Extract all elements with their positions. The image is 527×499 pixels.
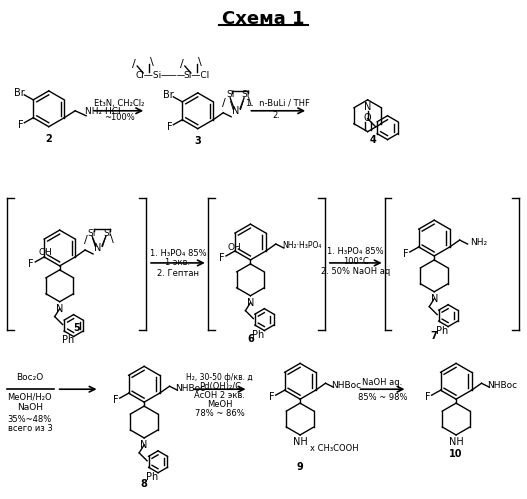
Text: Br: Br xyxy=(163,90,174,100)
Text: 9: 9 xyxy=(297,462,304,472)
Text: NH: NH xyxy=(448,437,463,447)
Text: Ph: Ph xyxy=(146,472,158,482)
Text: NHBoc: NHBoc xyxy=(331,381,362,390)
Text: всего из 3: всего из 3 xyxy=(7,425,52,434)
Text: \: \ xyxy=(230,101,234,111)
Text: Cl—Si: Cl—Si xyxy=(136,71,162,80)
Text: AcOH 2 экв.: AcOH 2 экв. xyxy=(194,391,245,400)
Text: 3: 3 xyxy=(194,136,201,146)
Text: N: N xyxy=(364,102,372,112)
Text: /: / xyxy=(102,238,106,248)
Text: NH₂ HCl: NH₂ HCl xyxy=(85,107,121,116)
Text: N: N xyxy=(431,294,438,304)
Text: MeOH: MeOH xyxy=(207,400,232,409)
Text: Ph: Ph xyxy=(436,325,448,335)
Text: 2. Гептан: 2. Гептан xyxy=(157,269,199,278)
Text: NHBoc: NHBoc xyxy=(175,384,206,393)
Text: Si: Si xyxy=(104,229,112,238)
Text: 100°C: 100°C xyxy=(343,257,368,266)
Text: /: / xyxy=(222,98,226,108)
Text: \: \ xyxy=(150,57,154,67)
Text: /: / xyxy=(84,235,88,245)
Text: 10: 10 xyxy=(450,449,463,459)
Text: Pd(OH)₂/C: Pd(OH)₂/C xyxy=(199,382,241,391)
Text: F: F xyxy=(219,253,225,263)
Text: NaOH aq.: NaOH aq. xyxy=(363,378,403,387)
Text: 2. 50% NaOH aq: 2. 50% NaOH aq xyxy=(321,267,391,276)
Text: Et₃N, CH₂Cl₂: Et₃N, CH₂Cl₂ xyxy=(94,99,144,108)
Text: Si: Si xyxy=(88,229,96,238)
Text: F: F xyxy=(425,392,431,402)
Text: NH₂·H₃PO₄: NH₂·H₃PO₄ xyxy=(282,241,321,250)
Text: 4: 4 xyxy=(369,135,376,145)
Text: 2: 2 xyxy=(45,134,52,144)
Text: Схема 1: Схема 1 xyxy=(222,10,305,28)
Text: 85% ~ 98%: 85% ~ 98% xyxy=(358,393,407,402)
Text: N: N xyxy=(232,106,240,116)
Text: Boc₂O: Boc₂O xyxy=(16,373,44,382)
Text: NH: NH xyxy=(292,437,307,447)
Text: Si: Si xyxy=(226,90,235,99)
Text: 1. H₃PO₄ 85%: 1. H₃PO₄ 85% xyxy=(327,248,384,256)
Text: N: N xyxy=(140,440,148,450)
Text: F: F xyxy=(403,249,408,259)
Text: 5: 5 xyxy=(73,322,80,332)
Text: N: N xyxy=(56,304,63,314)
Text: F: F xyxy=(17,120,23,130)
Text: 35%~48%: 35%~48% xyxy=(8,415,52,424)
Text: ———: ——— xyxy=(160,71,186,80)
Text: \: \ xyxy=(92,238,96,248)
Text: MeOH/H₂O: MeOH/H₂O xyxy=(7,393,52,402)
Text: NHBoc: NHBoc xyxy=(487,381,518,390)
Text: ~100%: ~100% xyxy=(104,113,135,122)
Text: x CH₃COOH: x CH₃COOH xyxy=(310,445,359,454)
Text: 78% ~ 86%: 78% ~ 86% xyxy=(195,409,245,418)
Text: F: F xyxy=(113,395,119,405)
Text: F: F xyxy=(28,259,34,269)
Text: N: N xyxy=(94,243,102,253)
Text: Si—Cl: Si—Cl xyxy=(183,71,210,80)
Text: 7: 7 xyxy=(431,330,437,340)
Text: \: \ xyxy=(248,97,252,107)
Text: H₂, 30-50 ф/кв. д: H₂, 30-50 ф/кв. д xyxy=(187,373,253,382)
Text: F: F xyxy=(167,122,172,132)
Text: F: F xyxy=(269,392,275,402)
Text: 8: 8 xyxy=(141,479,148,489)
Text: NaOH: NaOH xyxy=(17,403,43,412)
Text: 1. H₃PO₄ 85%: 1. H₃PO₄ 85% xyxy=(150,250,206,258)
Text: 1.  n-BuLi / THF: 1. n-BuLi / THF xyxy=(246,98,310,107)
Text: /: / xyxy=(132,59,136,69)
Text: O: O xyxy=(364,113,372,123)
Text: /: / xyxy=(180,59,184,69)
Text: Br: Br xyxy=(14,88,25,98)
Text: OH: OH xyxy=(228,243,241,251)
Text: Si: Si xyxy=(242,90,250,99)
Text: \: \ xyxy=(110,234,114,244)
Text: NH₂: NH₂ xyxy=(470,238,487,247)
Text: 6: 6 xyxy=(247,334,254,344)
Text: N: N xyxy=(247,298,254,308)
Text: /: / xyxy=(240,101,244,111)
Text: 1 экв.: 1 экв. xyxy=(165,258,190,267)
Text: Ph: Ph xyxy=(252,329,265,339)
Text: OH: OH xyxy=(39,249,53,257)
Text: 2.: 2. xyxy=(272,111,280,120)
Text: \: \ xyxy=(198,57,202,67)
Text: Ph: Ph xyxy=(62,335,74,345)
